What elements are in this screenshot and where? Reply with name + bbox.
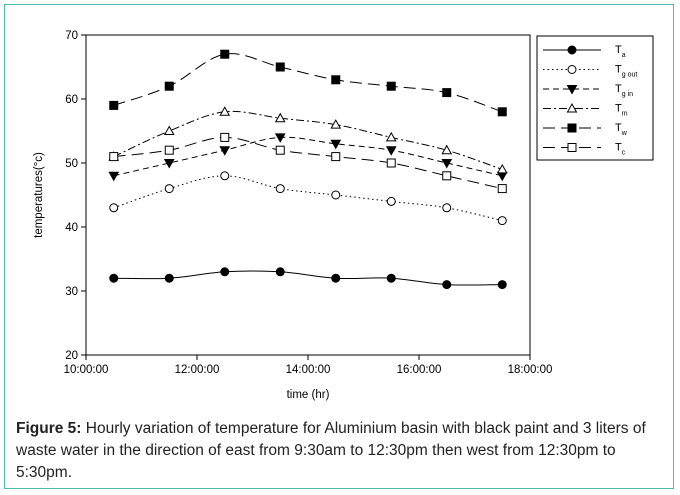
data-point	[109, 100, 119, 110]
data-point	[275, 62, 285, 72]
data-point	[386, 81, 396, 91]
legend-label: Tw	[615, 122, 628, 137]
data-point	[330, 119, 342, 129]
legend-entry: Tc	[543, 142, 626, 157]
data-point	[220, 267, 230, 277]
x-tick-label: 10:00:00	[64, 364, 109, 376]
data-point	[496, 171, 508, 182]
series-5	[109, 132, 507, 194]
legend-entry: Tg in	[543, 83, 633, 98]
data-point	[497, 184, 507, 194]
series-layer	[108, 49, 508, 290]
data-point	[386, 196, 396, 206]
y-tick-label: 40	[65, 222, 78, 234]
legend-entry: Tw	[543, 122, 628, 137]
data-point	[442, 171, 452, 181]
x-tick-label: 18:00:00	[508, 364, 553, 376]
plot-area	[85, 34, 531, 356]
data-point	[442, 88, 452, 98]
data-point	[219, 146, 231, 156]
caption-label: Figure 5:	[16, 420, 82, 437]
data-point	[331, 152, 341, 162]
data-point	[442, 203, 452, 213]
x-tick-label: 16:00:00	[397, 364, 442, 376]
y-tick-label: 20	[65, 350, 78, 362]
chart-axes: 20 30 40 50 60 70 10:00:00 12:00:00 14:00:00 16:0…	[64, 30, 553, 376]
data-point	[164, 273, 174, 283]
data-point	[441, 144, 453, 155]
legend-marker	[567, 45, 577, 55]
data-point	[109, 152, 119, 162]
series-2	[108, 133, 508, 182]
data-point	[330, 139, 342, 150]
series-line	[113, 136, 503, 177]
series-line	[113, 136, 503, 190]
legend-entry: Tg out	[543, 64, 637, 79]
legend-box	[536, 35, 654, 161]
data-point	[163, 125, 175, 135]
legend-marker	[566, 85, 578, 95]
data-point	[109, 273, 119, 283]
data-point	[331, 75, 341, 85]
figure-caption: Figure 5: Hourly variation of temperatur…	[16, 418, 664, 484]
series-4	[109, 49, 507, 117]
legend-label: Tg in	[615, 83, 633, 98]
data-point	[497, 216, 507, 226]
data-point	[164, 145, 174, 155]
x-axis-label: time (hr)	[287, 389, 330, 401]
caption-text: Hourly variation of temperature for Alum…	[16, 420, 646, 481]
data-point	[441, 159, 453, 169]
data-point	[275, 184, 285, 194]
y-tick-label: 30	[65, 286, 78, 298]
data-point	[274, 133, 286, 143]
series-line	[113, 110, 503, 170]
data-point	[497, 280, 507, 290]
legend-entry: Ta	[543, 44, 626, 59]
series-line	[113, 175, 503, 222]
series-1	[109, 171, 507, 226]
legend-marker	[567, 65, 577, 74]
data-point	[385, 146, 397, 156]
series-0	[109, 267, 507, 290]
data-point	[164, 184, 174, 194]
data-point	[220, 171, 230, 181]
legend-marker	[566, 102, 578, 113]
legend: Ta Tg out Tg in Tm Tw Tc	[536, 35, 654, 161]
data-point	[497, 107, 507, 117]
legend-entry: Tm	[543, 103, 628, 118]
y-tick-label: 70	[65, 30, 78, 42]
legend-label: Tc	[615, 142, 626, 157]
data-point	[331, 273, 341, 283]
legend-marker	[567, 143, 577, 152]
x-tick-label: 14:00:00	[286, 364, 331, 376]
legend-label: Tg out	[615, 64, 637, 79]
data-point	[385, 131, 397, 142]
y-tick-label: 60	[65, 94, 78, 106]
data-point	[442, 280, 452, 290]
data-point	[275, 145, 285, 155]
data-point	[220, 132, 230, 142]
legend-marker	[567, 123, 577, 133]
line-chart: 20 30 40 50 60 70 10:00:00 12:00:00 14:00:00 16:0…	[33, 30, 654, 401]
legend-label: Tm	[615, 103, 628, 118]
data-point	[496, 163, 508, 174]
x-tick-label: 12:00:00	[175, 364, 220, 376]
series-line	[113, 270, 503, 286]
y-axis-label: temperatures(°c)	[33, 152, 45, 238]
data-point	[164, 81, 174, 91]
data-point	[109, 203, 119, 213]
data-point	[163, 159, 175, 169]
y-tick-label: 50	[65, 158, 78, 170]
legend-label: Ta	[615, 44, 626, 59]
data-point	[386, 158, 396, 168]
series-line	[113, 53, 503, 113]
data-point	[275, 267, 285, 277]
data-point	[331, 190, 341, 200]
data-point	[220, 49, 230, 59]
data-point	[274, 112, 286, 123]
data-point	[108, 171, 120, 182]
data-point	[386, 273, 396, 283]
data-point	[219, 106, 231, 116]
